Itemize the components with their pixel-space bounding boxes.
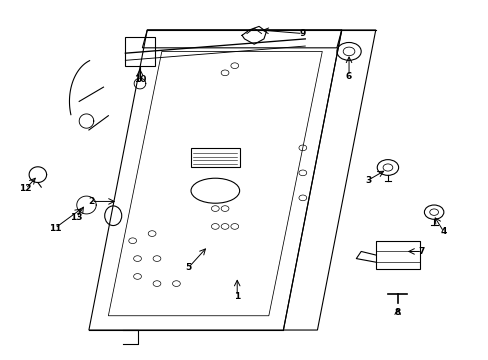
Text: 2: 2 [88,197,94,206]
Bar [191,148,239,167]
Text: 3: 3 [365,176,371,185]
Text: 8: 8 [394,308,400,317]
Text: 10: 10 [134,76,146,85]
Text: 7: 7 [418,247,424,256]
Bar [375,241,419,269]
Bar [125,37,154,66]
Text: 12: 12 [20,184,32,193]
Text: 13: 13 [70,213,83,222]
Text: 11: 11 [48,224,61,233]
Text: 6: 6 [345,72,351,81]
Text: 1: 1 [234,292,240,301]
Text: 4: 4 [440,227,446,236]
Text: 9: 9 [299,29,305,38]
Text: 5: 5 [185,263,191,272]
